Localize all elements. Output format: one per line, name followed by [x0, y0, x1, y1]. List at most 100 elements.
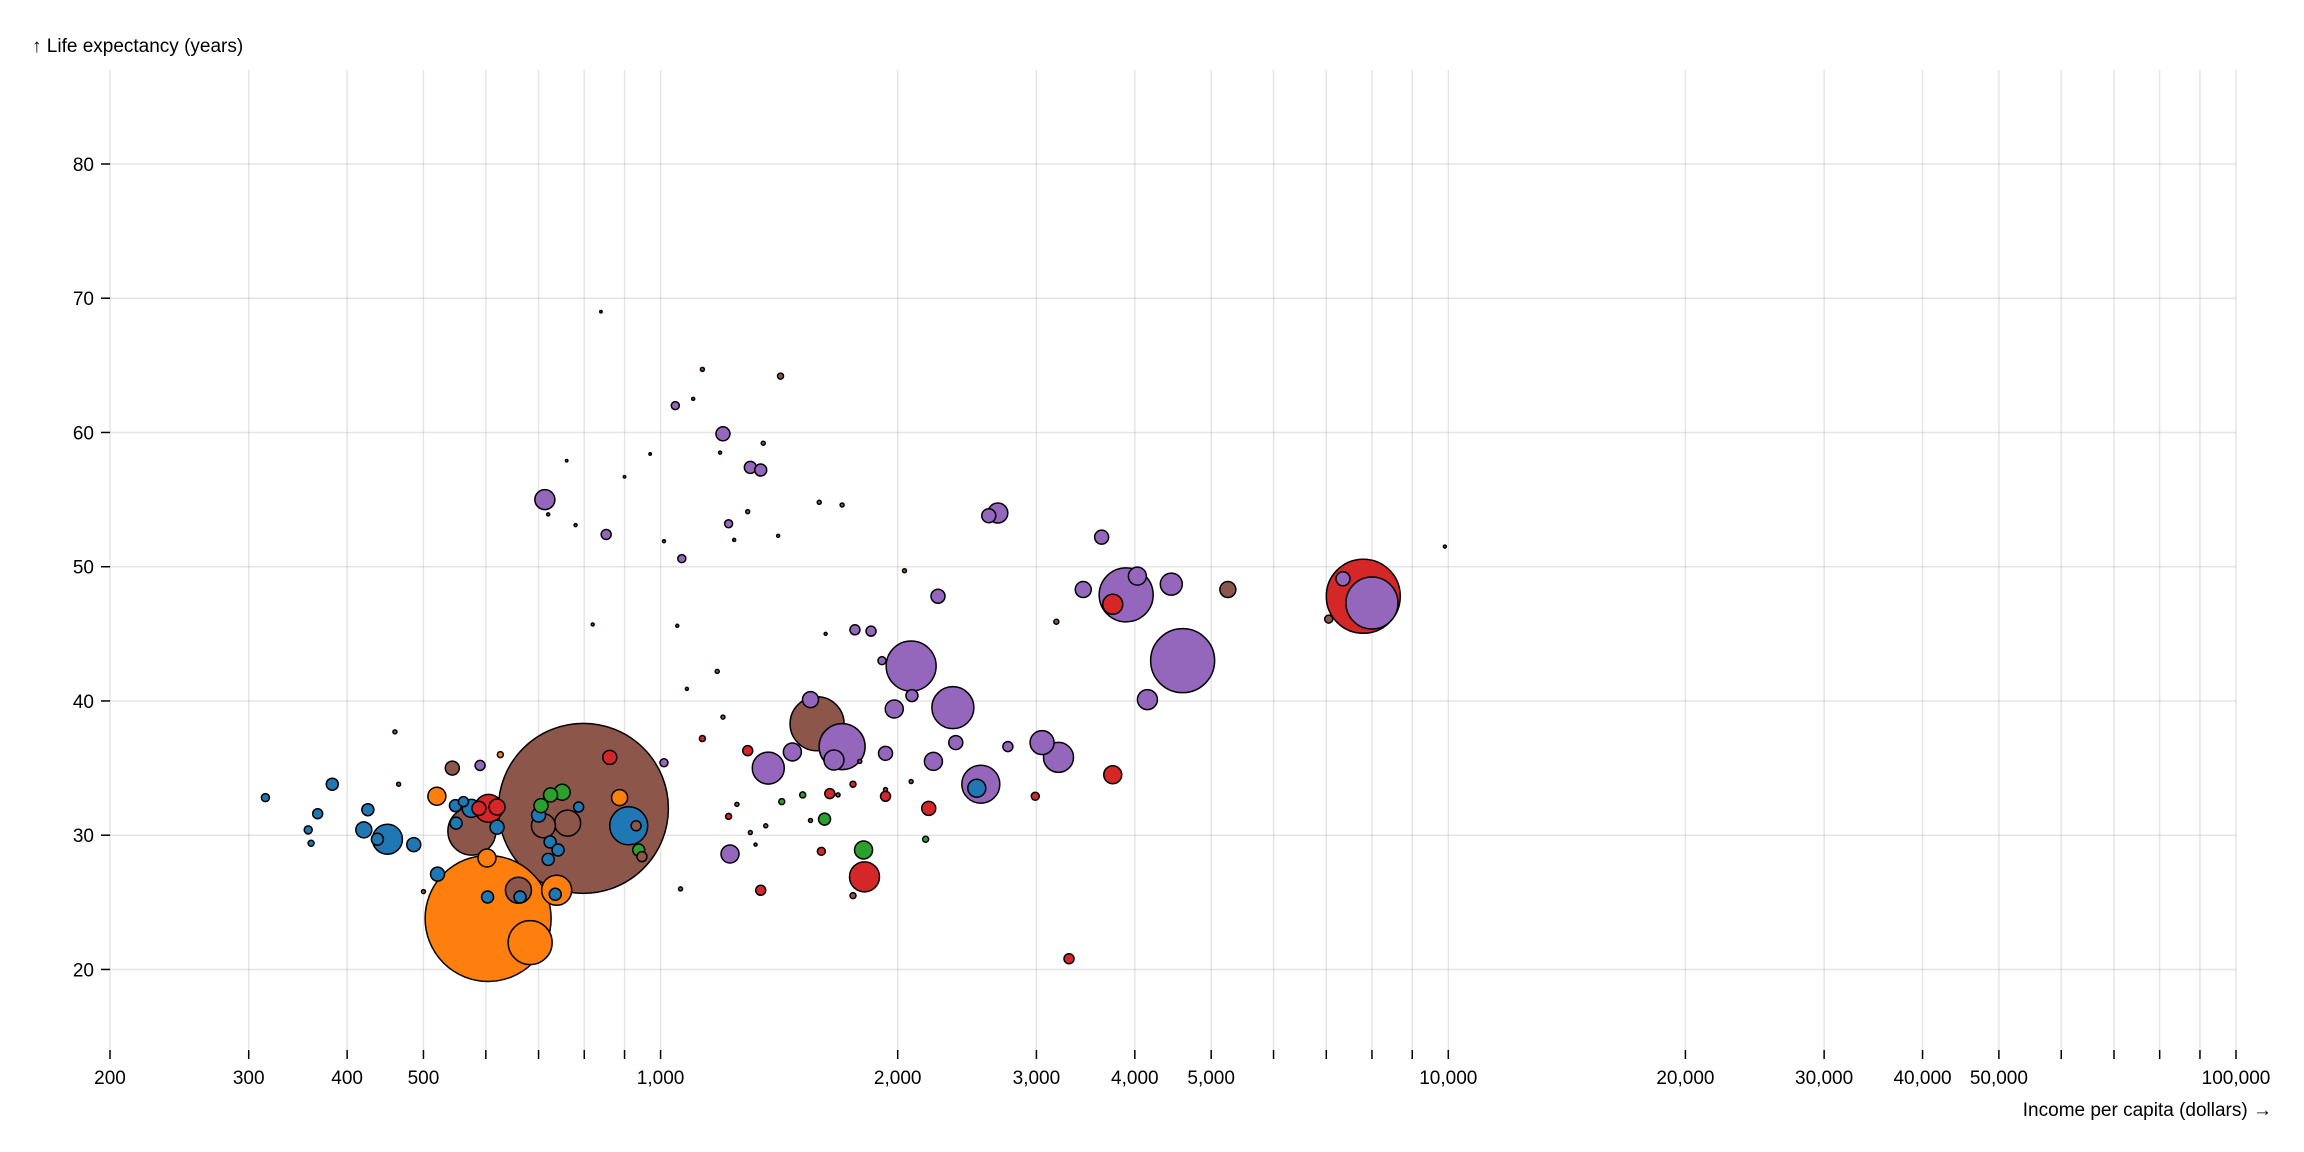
- data-point: [488, 798, 506, 816]
- y-tick-label: 40: [73, 692, 94, 713]
- data-point: [325, 777, 340, 791]
- data-point: [675, 623, 680, 629]
- data-point: [921, 800, 937, 817]
- data-point: [835, 792, 841, 798]
- data-point: [474, 759, 486, 772]
- data-point: [720, 844, 740, 864]
- data-point: [923, 751, 944, 772]
- data-point: [930, 588, 946, 604]
- data-point: [573, 522, 578, 528]
- data-point: [816, 499, 822, 506]
- data-point: [598, 309, 603, 314]
- data-point: [981, 507, 997, 524]
- data-point: [908, 778, 914, 785]
- data-point: [763, 823, 769, 829]
- y-tick-label: 70: [73, 289, 94, 310]
- data-point: [545, 512, 551, 517]
- data-point: [1159, 572, 1184, 596]
- y-tick-label: 30: [73, 826, 94, 847]
- data-point: [1053, 618, 1060, 625]
- data-point: [775, 533, 781, 539]
- data-point: [699, 366, 706, 373]
- data-point: [698, 734, 707, 743]
- data-point: [590, 622, 595, 627]
- data-point: [948, 734, 964, 751]
- data-point: [879, 790, 892, 803]
- data-point: [824, 787, 836, 800]
- data-point: [395, 781, 402, 787]
- data-point: [513, 890, 527, 904]
- data-point: [480, 890, 495, 904]
- data-point: [760, 440, 766, 446]
- data-point: [449, 816, 463, 830]
- data-point: [542, 787, 559, 803]
- x-tick-label: 1,000: [637, 1068, 685, 1089]
- x-tick-label: 4,000: [1111, 1068, 1159, 1089]
- data-point: [608, 806, 649, 846]
- data-point: [622, 474, 627, 479]
- x-tick-label: 10,000: [1419, 1068, 1477, 1089]
- x-tick-label: 200: [94, 1068, 126, 1089]
- data-point: [684, 686, 690, 692]
- data-point: [1063, 952, 1075, 965]
- data-point: [877, 655, 887, 666]
- data-point: [677, 553, 687, 564]
- data-point: [444, 760, 461, 776]
- data-point: [747, 829, 754, 836]
- x-tick-label: 40,000: [1893, 1068, 1951, 1089]
- data-point: [564, 458, 569, 463]
- data-point: [849, 624, 861, 636]
- data-point: [648, 452, 653, 456]
- data-point: [720, 714, 726, 720]
- data-point: [602, 749, 618, 766]
- data-point: [541, 852, 555, 867]
- x-axis-label: Income per capita (dollars) →: [2023, 1100, 2272, 1121]
- data-point: [1345, 576, 1399, 630]
- data-point: [717, 450, 723, 455]
- y-tick-label: 20: [73, 960, 94, 981]
- data-point: [848, 861, 881, 893]
- x-tick-label: 300: [233, 1068, 265, 1089]
- data-point: [1442, 544, 1448, 549]
- data-point: [507, 919, 553, 966]
- data-point: [715, 426, 731, 442]
- data-point: [1219, 580, 1237, 599]
- data-point: [311, 807, 324, 820]
- data-point: [776, 372, 785, 380]
- data-point: [798, 791, 807, 799]
- data-point: [901, 567, 908, 574]
- data-point: [885, 640, 937, 692]
- y-tick-label: 60: [73, 423, 94, 444]
- data-point: [753, 463, 768, 477]
- data-point: [823, 631, 828, 637]
- data-point: [355, 821, 373, 839]
- y-axis-label: ↑ Life expectancy (years): [32, 36, 243, 57]
- data-point: [782, 742, 803, 762]
- data-point: [534, 488, 556, 511]
- data-point: [744, 508, 751, 515]
- data-point: [260, 792, 271, 803]
- data-point: [1335, 571, 1351, 587]
- data-point: [370, 832, 385, 846]
- data-point: [677, 886, 684, 892]
- data-point: [816, 846, 827, 857]
- data-point: [1149, 627, 1216, 694]
- data-point: [548, 887, 563, 902]
- data-point: [857, 758, 863, 765]
- data-point: [303, 825, 313, 835]
- data-point: [551, 843, 565, 857]
- data-point: [1002, 740, 1014, 753]
- x-gridlines: [109, 70, 2237, 1050]
- data-point: [1074, 580, 1092, 599]
- data-point: [1136, 688, 1159, 711]
- data-point: [807, 817, 814, 824]
- data-point: [849, 780, 857, 788]
- data-point: [839, 502, 845, 508]
- data-point: [1323, 614, 1334, 624]
- y-axis: 20 30 40 50 60 70 80: [73, 155, 110, 981]
- data-point: [361, 802, 375, 817]
- x-tick-label: 20,000: [1656, 1068, 1714, 1089]
- data-point: [849, 891, 857, 900]
- data-point: [778, 797, 786, 806]
